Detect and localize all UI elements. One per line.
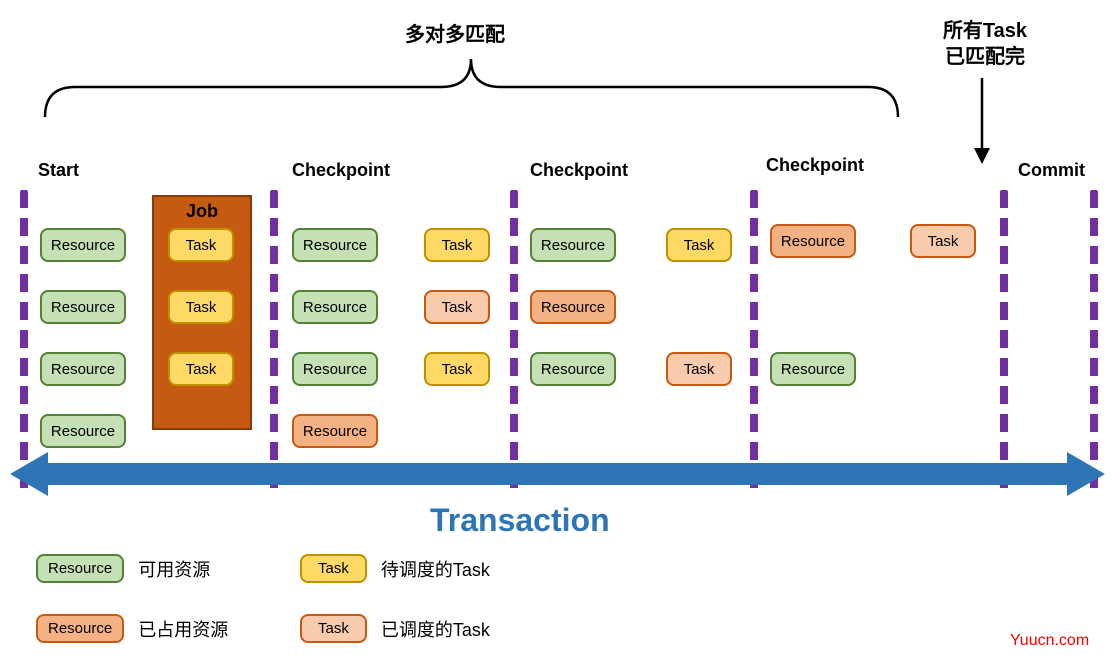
resource-chip: Resource <box>40 290 126 324</box>
diagram-canvas: 多对多匹配 所有Task 已匹配完 Start Checkpoint Check… <box>0 0 1115 668</box>
task-chip-scheduled: Task <box>666 352 732 386</box>
task-chip: Task <box>424 352 490 386</box>
label-cp3: Checkpoint <box>766 155 864 176</box>
legend-row: Task 待调度的Task <box>300 554 490 583</box>
arrow-down-icon <box>970 78 994 164</box>
task-chip-scheduled: Task <box>910 224 976 258</box>
resource-chip: Resource <box>40 352 126 386</box>
resource-chip: Resource <box>40 228 126 262</box>
watermark: Yuucn.com <box>1010 632 1089 650</box>
dash-start <box>20 190 28 490</box>
legend-chip-avail-resource: Resource <box>36 554 124 583</box>
task-chip: Task <box>666 228 732 262</box>
task-chip-scheduled: Task <box>424 290 490 324</box>
label-cp1: Checkpoint <box>292 160 390 181</box>
job-label: Job <box>154 197 250 222</box>
dash-cp1 <box>270 190 278 490</box>
legend-text: 已占用资源 <box>138 616 228 642</box>
legend-text: 待调度的Task <box>381 556 490 582</box>
dash-commit <box>1000 190 1008 490</box>
title-many-to-many: 多对多匹配 <box>395 18 515 47</box>
brace-icon <box>40 54 903 122</box>
dash-cp2 <box>510 190 518 490</box>
resource-chip: Resource <box>530 352 616 386</box>
label-start: Start <box>38 160 79 181</box>
legend-row: Task 已调度的Task <box>300 614 490 643</box>
legend-chip-pending-task: Task <box>300 554 367 583</box>
legend-row: Resource 可用资源 <box>36 554 210 583</box>
task-chip: Task <box>424 228 490 262</box>
task-chip: Task <box>168 352 234 386</box>
transaction-label: Transaction <box>430 502 610 539</box>
resource-chip: Resource <box>292 228 378 262</box>
resource-chip-used: Resource <box>770 224 856 258</box>
resource-chip-used: Resource <box>292 414 378 448</box>
legend-text: 可用资源 <box>138 556 210 582</box>
label-commit: Commit <box>1018 160 1085 181</box>
resource-chip: Resource <box>770 352 856 386</box>
dash-end <box>1090 190 1098 490</box>
task-chip: Task <box>168 290 234 324</box>
transaction-arrow-icon <box>10 452 1105 496</box>
resource-chip: Resource <box>292 352 378 386</box>
legend-chip-scheduled-task: Task <box>300 614 367 643</box>
dash-cp3 <box>750 190 758 490</box>
title-all-done: 所有Task 已匹配完 <box>930 18 1040 70</box>
legend-row: Resource 已占用资源 <box>36 614 228 643</box>
legend-text: 已调度的Task <box>381 616 490 642</box>
resource-chip: Resource <box>292 290 378 324</box>
task-chip: Task <box>168 228 234 262</box>
label-cp2: Checkpoint <box>530 160 628 181</box>
resource-chip-used: Resource <box>530 290 616 324</box>
title-all-done-l1: 所有Task <box>943 20 1027 42</box>
legend-chip-used-resource: Resource <box>36 614 124 643</box>
resource-chip: Resource <box>40 414 126 448</box>
title-all-done-l2: 已匹配完 <box>945 46 1025 68</box>
resource-chip: Resource <box>530 228 616 262</box>
